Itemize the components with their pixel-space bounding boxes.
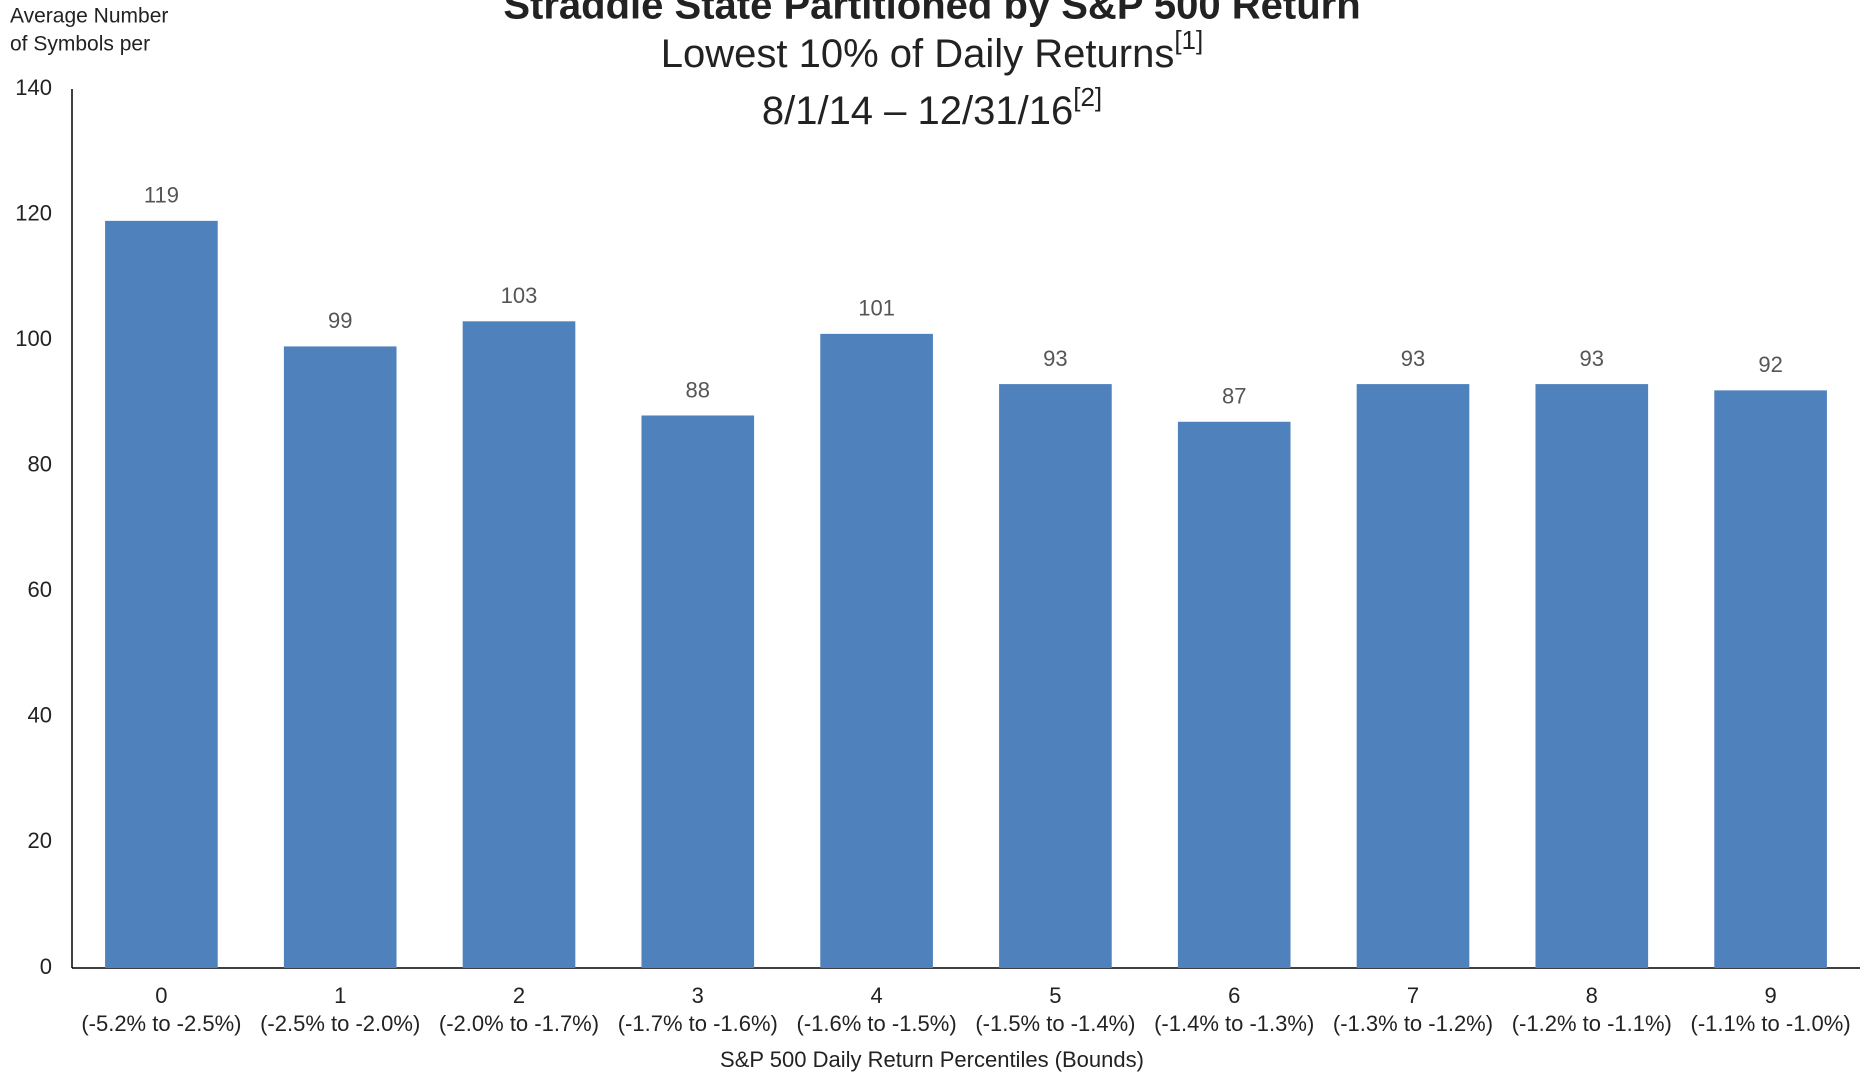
x-tick-label: 6 [1228,983,1240,1008]
x-tick-label: 2 [513,983,525,1008]
y-tick-label: 60 [28,577,52,602]
x-tick-label: 0 [155,983,167,1008]
x-tick-label: 5 [1049,983,1061,1008]
bar [105,220,218,969]
y-tick-label: 40 [28,703,52,728]
data-label: 87 [1222,384,1246,409]
x-tick-sublabel: (-1.1% to -1.0%) [1691,1011,1851,1036]
y-tick-label: 80 [28,452,52,477]
data-label: 101 [858,296,895,321]
bar [1535,384,1649,968]
data-label: 119 [144,183,179,208]
y-tick-label: 100 [15,326,52,351]
x-tick-sublabel: (-5.2% to -2.5%) [81,1011,241,1036]
x-tick-sublabel: (-1.2% to -1.1%) [1512,1011,1672,1036]
x-tick-sublabel: (-1.7% to -1.6%) [618,1011,778,1036]
y-axis-label: Average Number [10,5,168,28]
bar [1177,421,1291,968]
data-label: 93 [1401,346,1425,371]
y-tick-label: 20 [28,828,52,853]
x-tick-sublabel: (-1.6% to -1.5%) [797,1011,957,1036]
y-tick-label: 140 [15,75,52,100]
bar [1356,384,1470,968]
y-tick-label: 0 [40,954,52,979]
x-tick-sublabel: (-2.5% to -2.0%) [260,1011,420,1036]
data-label: 92 [1758,352,1782,377]
chart-title: Straddle State Partitioned by S&P 500 Re… [503,0,1360,28]
data-label: 93 [1043,346,1067,371]
bar [641,415,755,968]
x-tick-sublabel: (-1.4% to -1.3%) [1154,1011,1314,1036]
bar [462,321,576,968]
x-axis-label: S&P 500 Daily Return Percentiles (Bounds… [720,1047,1144,1072]
bar [1714,390,1827,968]
bar [283,346,397,969]
bar [999,384,1112,968]
footnote-ref: [2] [1073,82,1102,112]
x-tick-sublabel: (-1.5% to -1.4%) [975,1011,1135,1036]
x-tick-label: 1 [334,983,346,1008]
chart-subtitle: 8/1/14 – 12/31/16[2] [762,82,1102,133]
subtitle-text: Lowest 10% of Daily Returns [661,32,1175,76]
x-tick-label: 8 [1586,983,1598,1008]
data-label: 93 [1580,346,1604,371]
y-tick-label: 120 [15,200,52,225]
x-tick-sublabel: (-2.0% to -1.7%) [439,1011,599,1036]
x-tick-label: 7 [1407,983,1419,1008]
data-label: 103 [501,283,538,308]
subtitle-text: 8/1/14 – 12/31/16 [762,89,1073,133]
x-tick-sublabel: (-1.3% to -1.2%) [1333,1011,1493,1036]
y-axis-label: of Symbols per [10,33,150,56]
x-tick-label: 4 [870,983,882,1008]
x-tick-label: 3 [692,983,704,1008]
data-label: 88 [686,377,710,402]
data-label: 99 [328,308,352,333]
x-tick-label: 9 [1764,983,1776,1008]
chart-subtitle: Lowest 10% of Daily Returns[1] [661,25,1204,76]
footnote-ref: [1] [1174,25,1203,55]
bar [820,333,933,969]
